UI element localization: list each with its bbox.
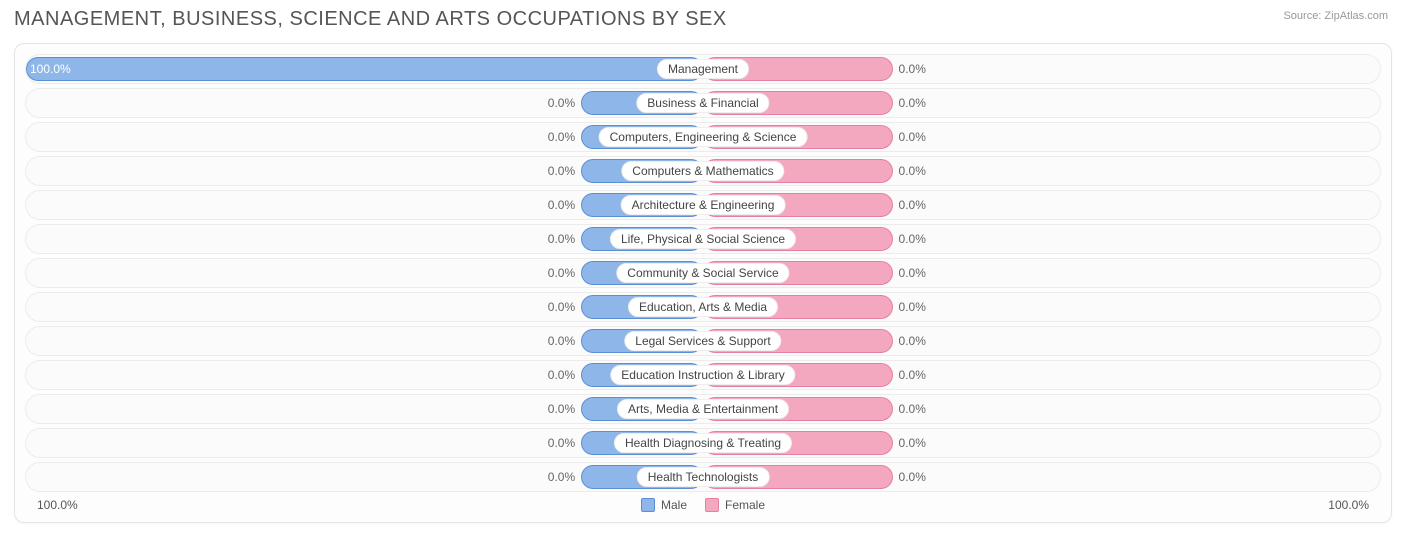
category-label: Education Instruction & Library xyxy=(610,365,795,385)
male-pct-label: 0.0% xyxy=(548,402,575,416)
category-label: Community & Social Service xyxy=(616,263,789,283)
chart-row: 0.0% 0.0% Legal Services & Support xyxy=(25,326,1381,356)
male-half: 0.0% xyxy=(26,361,703,389)
male-bar xyxy=(26,57,703,81)
legend-label-female: Female xyxy=(725,498,765,512)
chart-row: 0.0% 0.0% Education Instruction & Library xyxy=(25,360,1381,390)
category-label: Life, Physical & Social Science xyxy=(610,229,796,249)
male-pct-label: 0.0% xyxy=(548,198,575,212)
male-half: 0.0% xyxy=(26,293,703,321)
chart-row: 0.0% 0.0% Health Diagnosing & Treating xyxy=(25,428,1381,458)
female-half: 0.0% xyxy=(703,55,1380,83)
female-pct-label: 0.0% xyxy=(899,198,926,212)
male-half: 0.0% xyxy=(26,463,703,491)
legend-box-female xyxy=(705,498,719,512)
female-pct-label: 0.0% xyxy=(899,300,926,314)
female-half: 0.0% xyxy=(703,327,1380,355)
chart-row: 0.0% 0.0% Arts, Media & Entertainment xyxy=(25,394,1381,424)
chart-title: MANAGEMENT, BUSINESS, SCIENCE AND ARTS O… xyxy=(14,8,1392,31)
category-label: Education, Arts & Media xyxy=(628,297,778,317)
chart-row: 0.0% 0.0% Architecture & Engineering xyxy=(25,190,1381,220)
male-half: 100.0% xyxy=(26,55,703,83)
chart-row: 0.0% 0.0% Life, Physical & Social Science xyxy=(25,224,1381,254)
female-pct-label: 0.0% xyxy=(899,164,926,178)
male-pct-label: 0.0% xyxy=(548,266,575,280)
male-pct-label: 0.0% xyxy=(548,130,575,144)
female-half: 0.0% xyxy=(703,429,1380,457)
category-label: Arts, Media & Entertainment xyxy=(617,399,789,419)
axis-label-left: 100.0% xyxy=(37,498,78,512)
chart-row: 0.0% 0.0% Computers, Engineering & Science xyxy=(25,122,1381,152)
male-half: 0.0% xyxy=(26,429,703,457)
male-pct-label: 0.0% xyxy=(548,436,575,450)
rows-container: 100.0% 0.0% Management 0.0% 0.0% Business & F… xyxy=(25,54,1381,492)
category-label: Health Diagnosing & Treating xyxy=(614,433,792,453)
chart-row: 0.0% 0.0% Computers & Mathematics xyxy=(25,156,1381,186)
male-half: 0.0% xyxy=(26,327,703,355)
chart-row: 0.0% 0.0% Business & Financial xyxy=(25,88,1381,118)
female-pct-label: 0.0% xyxy=(899,266,926,280)
male-pct-label: 0.0% xyxy=(548,470,575,484)
female-pct-label: 0.0% xyxy=(899,232,926,246)
legend-box-male xyxy=(641,498,655,512)
female-pct-label: 0.0% xyxy=(899,436,926,450)
female-pct-label: 0.0% xyxy=(899,402,926,416)
female-half: 0.0% xyxy=(703,191,1380,219)
male-pct-label: 0.0% xyxy=(548,300,575,314)
female-half: 0.0% xyxy=(703,89,1380,117)
female-half: 0.0% xyxy=(703,463,1380,491)
female-half: 0.0% xyxy=(703,157,1380,185)
category-label: Business & Financial xyxy=(636,93,769,113)
female-half: 0.0% xyxy=(703,225,1380,253)
legend-row: 100.0% Male Female 100.0% xyxy=(25,498,1381,512)
category-label: Computers, Engineering & Science xyxy=(599,127,808,147)
category-label: Health Technologists xyxy=(637,467,770,487)
male-half: 0.0% xyxy=(26,225,703,253)
legend-label-male: Male xyxy=(661,498,687,512)
chart-row: 0.0% 0.0% Education, Arts & Media xyxy=(25,292,1381,322)
female-half: 0.0% xyxy=(703,395,1380,423)
category-label: Computers & Mathematics xyxy=(621,161,784,181)
male-half: 0.0% xyxy=(26,157,703,185)
male-half: 0.0% xyxy=(26,191,703,219)
source-label: Source: ZipAtlas.com xyxy=(1283,10,1388,22)
male-pct-label: 0.0% xyxy=(548,164,575,178)
male-pct-label: 0.0% xyxy=(548,232,575,246)
female-pct-label: 0.0% xyxy=(899,368,926,382)
male-half: 0.0% xyxy=(26,259,703,287)
category-label: Management xyxy=(657,59,749,79)
category-label: Legal Services & Support xyxy=(624,331,781,351)
female-pct-label: 0.0% xyxy=(899,96,926,110)
male-half: 0.0% xyxy=(26,89,703,117)
chart-row: 100.0% 0.0% Management xyxy=(25,54,1381,84)
axis-label-right: 100.0% xyxy=(1328,498,1369,512)
male-pct-label: 0.0% xyxy=(548,334,575,348)
female-pct-label: 0.0% xyxy=(899,130,926,144)
female-pct-label: 0.0% xyxy=(899,62,926,76)
female-half: 0.0% xyxy=(703,259,1380,287)
chart-card: 100.0% 0.0% Management 0.0% 0.0% Business & F… xyxy=(14,43,1392,523)
female-half: 0.0% xyxy=(703,361,1380,389)
female-pct-label: 0.0% xyxy=(899,334,926,348)
chart-row: 0.0% 0.0% Health Technologists xyxy=(25,462,1381,492)
chart-row: 0.0% 0.0% Community & Social Service xyxy=(25,258,1381,288)
category-label: Architecture & Engineering xyxy=(621,195,786,215)
female-pct-label: 0.0% xyxy=(899,470,926,484)
male-pct-label: 0.0% xyxy=(548,368,575,382)
male-half: 0.0% xyxy=(26,395,703,423)
male-pct-label: 0.0% xyxy=(548,96,575,110)
male-pct-label: 100.0% xyxy=(30,62,71,76)
chart-container: MANAGEMENT, BUSINESS, SCIENCE AND ARTS O… xyxy=(0,0,1406,558)
female-half: 0.0% xyxy=(703,293,1380,321)
